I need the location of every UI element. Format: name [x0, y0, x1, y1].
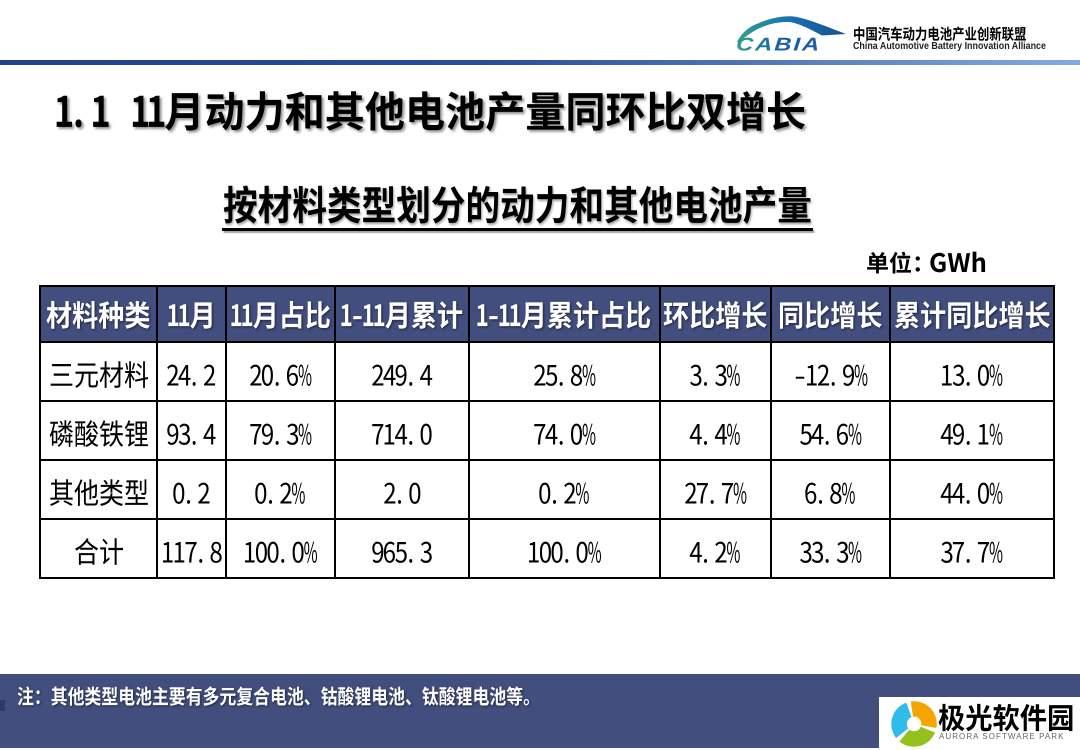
svg-text:CABIA: CABIA [735, 34, 822, 55]
